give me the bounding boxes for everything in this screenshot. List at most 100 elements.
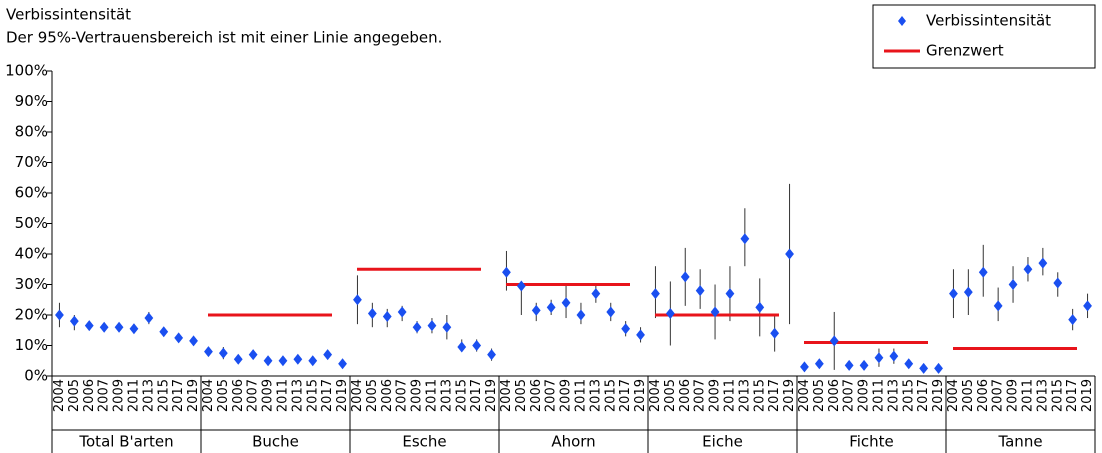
x-tick-label: 2004 [201,379,216,412]
x-tick-label: 2011 [275,379,290,412]
x-tick-label: 2019 [186,379,201,412]
group-label: Fichte [849,433,894,451]
data-point [99,321,109,333]
data-point [949,288,958,300]
data-point [904,358,914,370]
y-tick-label: 90% [15,92,48,110]
data-point [710,306,720,318]
x-tick-label: 2013 [737,379,752,412]
data-point [606,306,616,318]
x-tick-label: 2004 [797,379,812,412]
x-tick-label: 2006 [529,379,544,412]
data-point [1083,300,1092,312]
legend-label: Grenzwert [926,42,1004,60]
x-tick-label: 2011 [1020,379,1035,412]
data-point [248,349,258,361]
data-point [993,300,1003,312]
x-tick-label: 2015 [603,379,618,412]
group-label: Total B'arten [78,433,173,451]
data-point [293,353,303,365]
x-tick-label: 2011 [126,379,141,412]
x-tick-label: 2019 [484,379,499,412]
x-tick-label: 2007 [246,379,261,412]
data-point [189,335,198,347]
x-tick-label: 2011 [871,379,886,412]
y-tick-label: 0% [24,367,48,385]
x-tick-label: 2009 [708,379,723,412]
data-point [55,309,64,321]
y-tick-label: 20% [15,306,48,324]
x-tick-label: 2015 [305,379,320,412]
data-point [323,349,333,361]
x-tick-label: 2019 [782,379,797,412]
data-point [755,301,765,313]
data-point [382,311,392,323]
legend-box [872,4,1096,69]
x-tick-label: 2007 [544,379,559,412]
y-tick-label: 100% [5,62,48,80]
data-point [800,361,809,373]
legend-label: Verbissintensität [926,12,1051,30]
legend-marker [898,16,906,26]
data-point [680,271,690,283]
x-tick-label: 2015 [752,379,767,412]
x-tick-label: 2005 [961,379,976,412]
data-point [844,359,854,371]
y-tick-label: 60% [15,184,48,202]
data-point [472,340,482,351]
data-point [457,341,467,353]
x-tick-label: 2011 [424,379,439,412]
data-point [1053,277,1063,289]
x-tick-label: 2009 [112,379,127,412]
data-point [859,359,869,371]
x-tick-label: 2006 [827,379,842,412]
x-tick-label: 2005 [365,379,380,412]
data-point [934,362,943,374]
x-tick-label: 2004 [648,379,663,412]
x-tick-label: 2013 [588,379,603,412]
data-point [278,355,288,367]
data-point [174,332,184,344]
data-point [1068,314,1078,326]
data-point [725,288,735,300]
data-point [218,347,228,359]
x-tick-label: 2015 [901,379,916,412]
data-point [1023,263,1033,275]
data-point [263,355,273,367]
x-tick-label: 2013 [1035,379,1050,412]
data-point [367,307,377,319]
x-tick-label: 2015 [454,379,469,412]
data-point [561,297,571,309]
data-point [233,353,243,365]
x-tick-label: 2007 [395,379,410,412]
x-tick-label: 2017 [1065,379,1080,412]
data-point [159,326,169,338]
data-point [814,358,824,370]
x-tick-label: 2013 [439,379,454,412]
x-tick-label: 2007 [991,379,1006,412]
data-point [353,294,362,306]
data-point [114,321,124,333]
data-point [84,320,94,332]
data-point [412,321,422,333]
x-tick-label: 2004 [946,379,961,412]
data-point [442,321,452,333]
x-tick-label: 2005 [67,379,82,412]
data-point [427,320,437,332]
data-point [531,304,541,316]
x-tick-label: 2017 [171,379,186,412]
chart-title: Verbissintensität [6,6,131,24]
data-point [487,349,496,361]
x-tick-label: 2009 [410,379,425,412]
x-tick-label: 2013 [290,379,305,412]
group-label: Eiche [702,433,743,451]
x-tick-label: 2005 [663,379,678,412]
x-tick-label: 2019 [1080,379,1095,412]
y-tick-label: 70% [15,153,48,171]
group-label: Esche [402,433,446,451]
data-point [576,309,586,321]
data-point [621,323,631,335]
x-tick-label: 2006 [231,379,246,412]
x-tick-label: 2017 [618,379,633,412]
